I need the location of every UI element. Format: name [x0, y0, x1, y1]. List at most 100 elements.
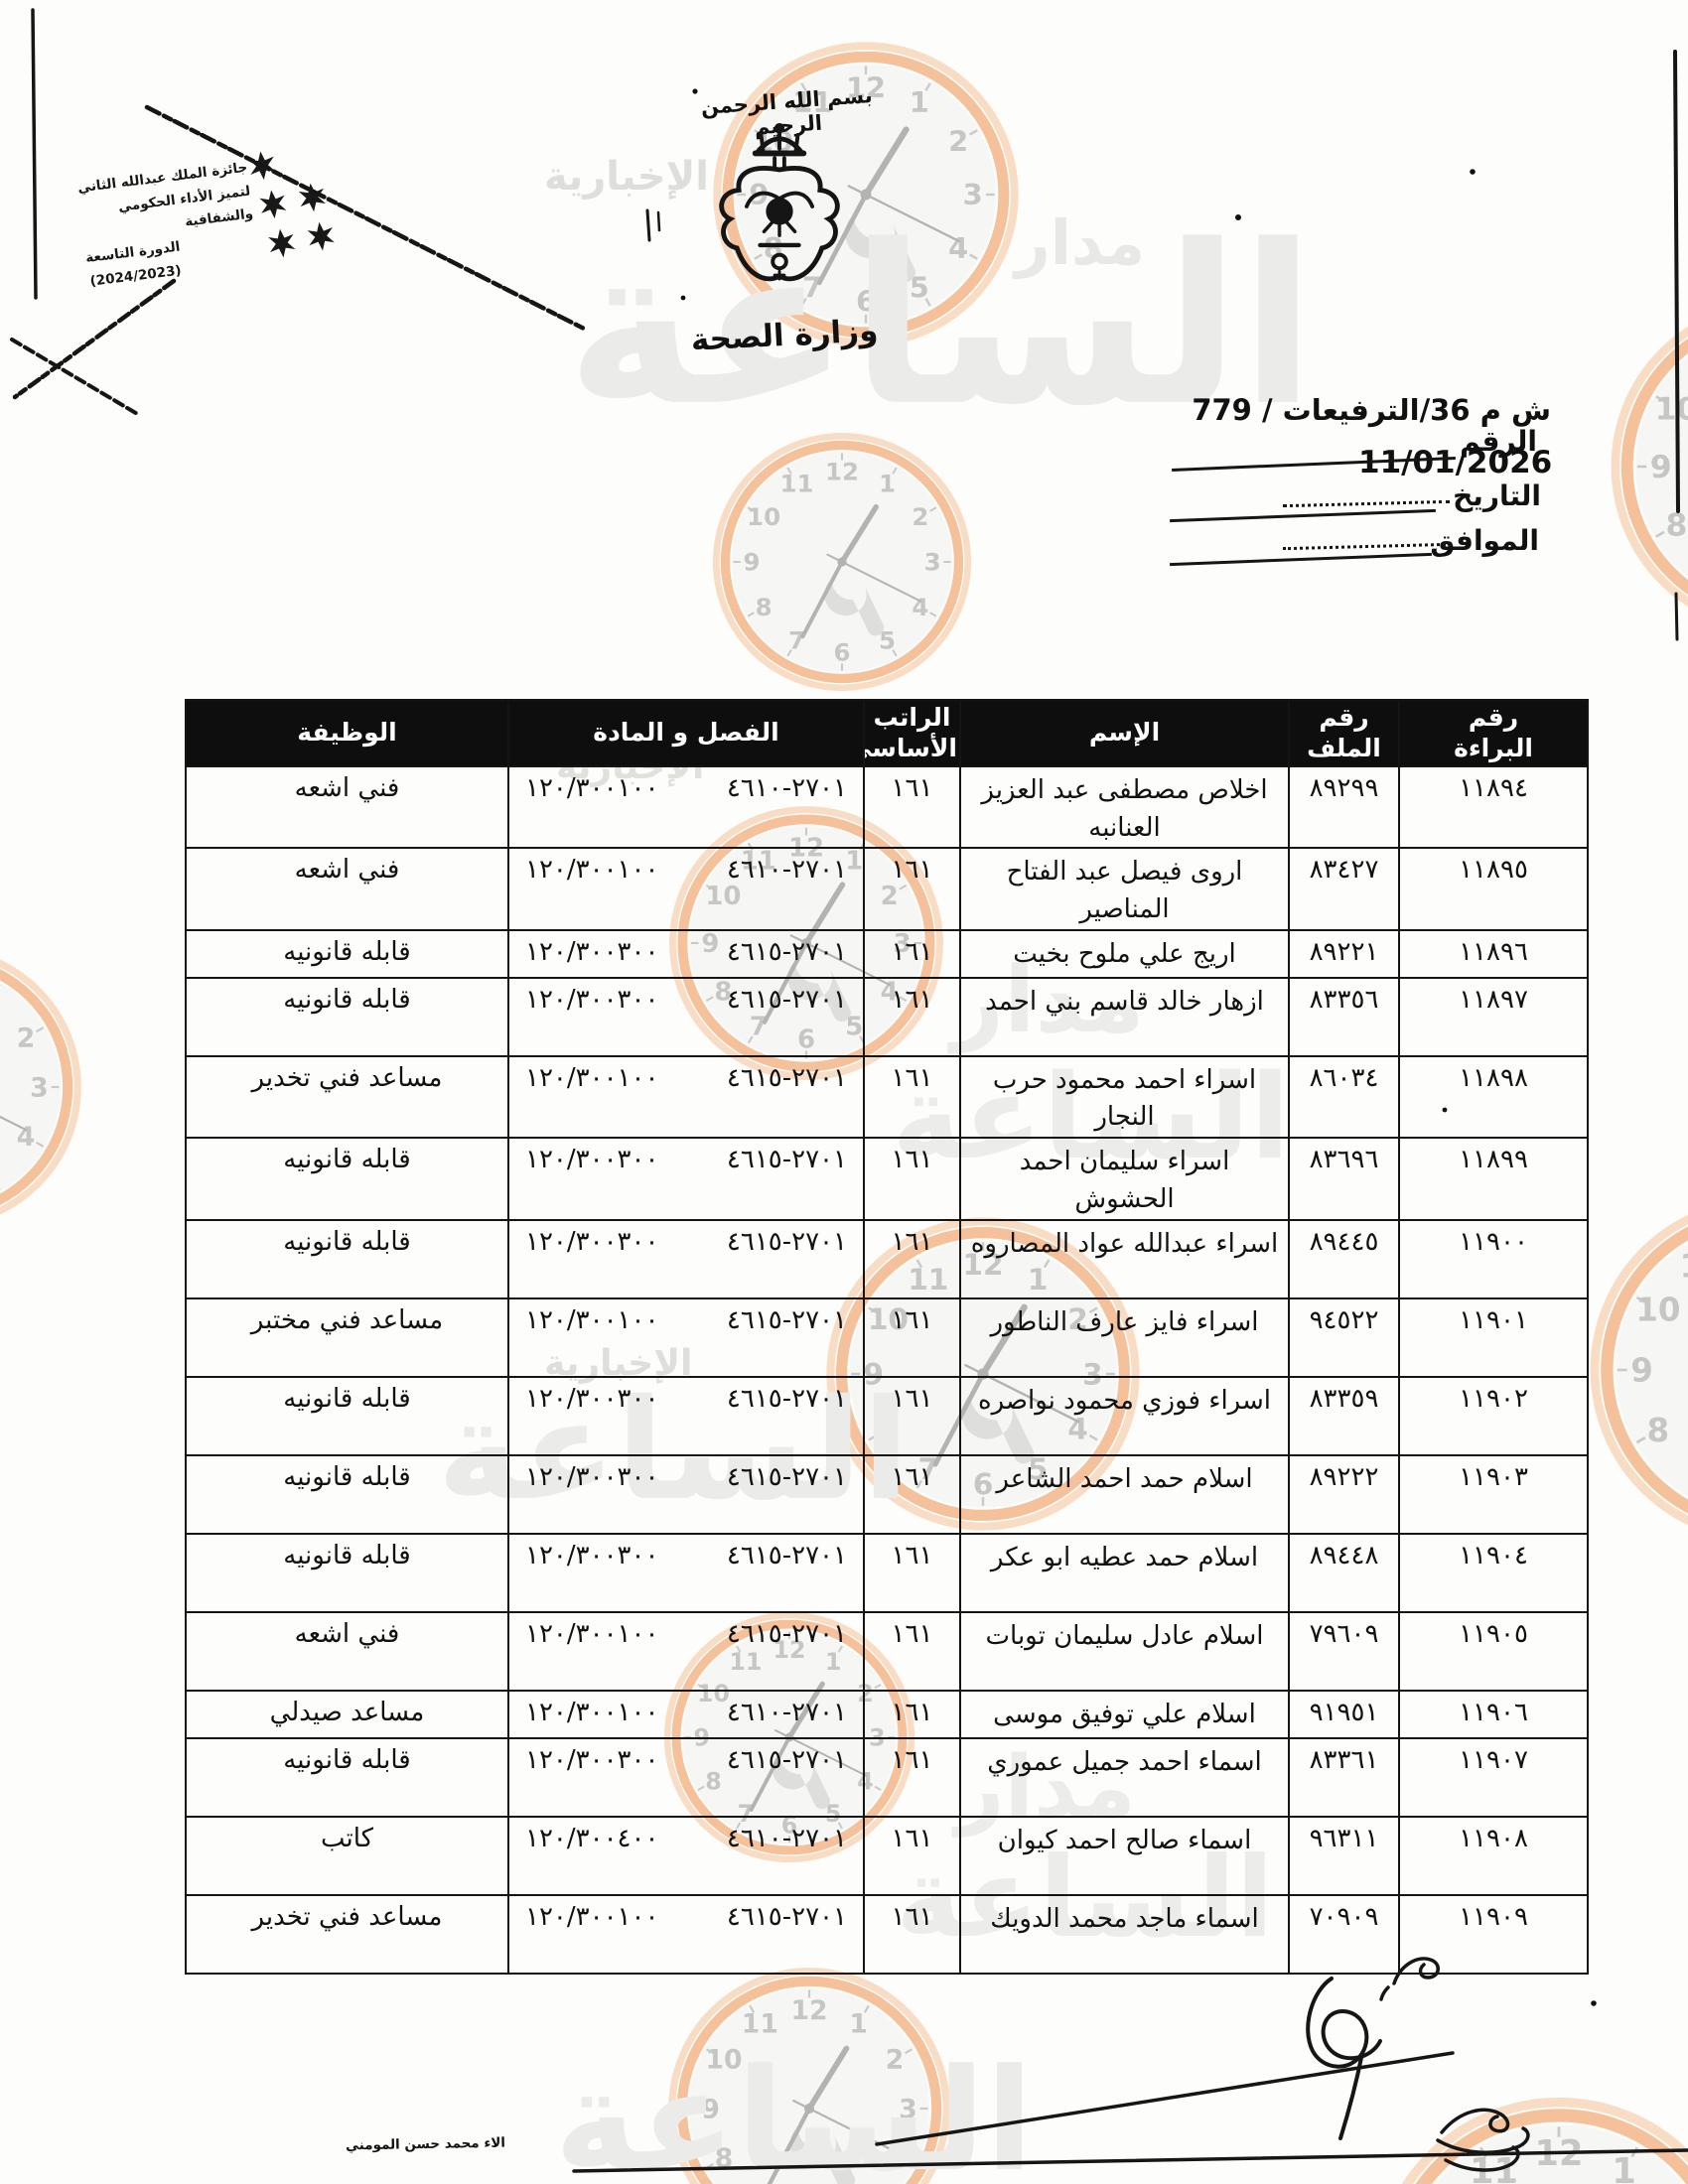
cell-cert: ١١٨٩٩: [1398, 1137, 1589, 1221]
cell-job: قابله قانونيه: [185, 1532, 509, 1613]
col-header-name: الإسم: [959, 699, 1290, 767]
stamp-star-icon: [298, 183, 326, 212]
cell-cert: ١١٨٩٤: [1398, 764, 1589, 850]
budget-code: ١٢٠/٣٠٠١٠٠: [525, 1618, 659, 1649]
cell-job: قابله قانونيه: [185, 1375, 509, 1456]
agreed-rule-line: [1170, 552, 1432, 567]
cell-salary: ١٦١: [863, 847, 961, 931]
agreed-label: الموافق: [1430, 524, 1539, 557]
cell-salary: ١٦١: [863, 1610, 961, 1692]
budget-code: ١٢٠/٣٠٠٣٠٠: [525, 1226, 659, 1257]
grade-code: ٤٦١٥-٢٧٠١: [726, 1383, 847, 1414]
cell-name: اروى فيصل عبد الفتاح المناصير: [959, 847, 1290, 931]
cell-job: قابله قانونيه: [185, 976, 509, 1057]
cell-file: ٨٣٤٢٧: [1288, 847, 1400, 931]
cell-code: ١٢٠/٣٠٠٣٠٠ ٤٦١٥-٢٧٠١: [507, 1218, 865, 1299]
cell-salary: ١٦١: [863, 1815, 961, 1896]
cell-file: ٧٠٩٠٩: [1288, 1893, 1400, 1975]
cell-file: ٨٣٦٩٦: [1288, 1137, 1400, 1221]
cell-job: مساعد فني تخدير: [185, 1893, 509, 1975]
cell-code: ١٢٠/٣٠٠١٠٠ ٤٦١٠-٢٧٠١: [507, 1689, 865, 1739]
cell-code: ١٢٠/٣٠٠٣٠٠ ٤٦١٥-٢٧٠١: [507, 1453, 865, 1535]
cell-job: مساعد فني مختبر: [185, 1297, 509, 1378]
col-header-file-number: رقم الملف: [1288, 699, 1400, 767]
cell-cert: ١١٩٠٩: [1398, 1893, 1589, 1975]
table-row: ١١٩٠٦ ٩١٩٥١ اسلام علي توفيق موسى ١٦١ ١٢٠/٣٠٠…: [185, 1689, 1589, 1739]
cell-salary: ١٦١: [863, 1893, 961, 1975]
cell-cert: ١١٩٠٦: [1398, 1689, 1589, 1739]
cell-name: اريج علي ملوح بخيت: [959, 928, 1290, 979]
grade-code: ٤٦١٥-٢٧٠١: [726, 1062, 847, 1093]
royal-crest-icon: [719, 123, 840, 282]
cell-job: قابله قانونيه: [185, 1453, 509, 1535]
cell-name: اسماء صالح احمد كيوان: [959, 1815, 1290, 1896]
table-row: ١١٩٠٥ ٧٩٦٠٩ اسلام عادل سليمان توبات ١٦١ ١٢٠/…: [185, 1610, 1589, 1692]
cell-salary: ١٦١: [863, 764, 961, 850]
cell-name: اخلاص مصطفى عبد العزيز العنانبه: [959, 764, 1290, 850]
grade-code: ٤٦١٥-٢٧٠١: [726, 936, 847, 967]
watermark-word-madar-1: مدار: [1015, 206, 1146, 279]
grade-code: ٤٦١٥-٢٧٠١: [726, 1304, 847, 1335]
table-row: ١١٩٠٧ ٨٣٣٦١ اسماء احمد جميل عموري ١٦١ ١٢٠/٣٠…: [185, 1736, 1589, 1818]
cell-job: مساعد فني تخدير: [185, 1054, 509, 1140]
cell-name: اسراء سليمان احمد الحشوش: [959, 1137, 1290, 1221]
cell-job: قابله قانونيه: [185, 1736, 509, 1818]
cell-file: ٨٩٢٩٩: [1288, 764, 1400, 850]
cell-job: فني اشعه: [185, 847, 509, 931]
grade-code: ٤٦١٠-٢٧٠١: [726, 1697, 847, 1727]
grade-code: ٤٦١٥-٢٧٠١: [726, 1618, 847, 1649]
cell-job: فني اشعه: [185, 1610, 509, 1692]
cell-name: اسراء فايز عارف الناطور: [959, 1297, 1290, 1378]
cell-file: ٨٣٣٦١: [1288, 1736, 1400, 1818]
cell-name: اسلام حمد احمد الشاعر: [959, 1453, 1290, 1535]
budget-code: ١٢٠/٣٠٠٣٠٠: [525, 936, 659, 967]
budget-code: ١٢٠/٣٠٠١٠٠: [525, 1697, 659, 1727]
budget-code: ١٢٠/٣٠٠٣٠٠: [525, 1383, 659, 1414]
cell-name: اسراء فوزي محمود نواصره: [959, 1375, 1290, 1456]
cell-name: اسراء احمد محمود حرب النجار: [959, 1054, 1290, 1140]
cell-job: مساعد صيدلي: [185, 1689, 509, 1739]
cell-name: اسلام عادل سليمان توبات: [959, 1610, 1290, 1692]
budget-code: ١٢٠/٣٠٠٣٠٠: [525, 1744, 659, 1775]
budget-code: ١٢٠/٣٠٠٣٠٠: [525, 1461, 659, 1492]
table-row: ١١٨٩٤ ٨٩٢٩٩ اخلاص مصطفى عبد العزيز العنانب…: [185, 764, 1589, 850]
table-row: ١١٨٩٨ ٨٦٠٣٤ اسراء احمد محمود حرب النجار ١٦١…: [185, 1054, 1589, 1140]
table-row: ١١٩٠٣ ٨٩٢٢٢ اسلام حمد احمد الشاعر ١٦١ ١٢٠/٣٠…: [185, 1453, 1589, 1535]
promotions-table: رقم البراءة رقم الملف الإسم الراتب الأسا…: [185, 699, 1589, 1975]
table-row: ١١٩٠٠ ٨٩٤٤٥ اسراء عبدالله عواد المصاروه ١٦١…: [185, 1218, 1589, 1299]
cell-code: ١٢٠/٣٠٠٣٠٠ ٤٦١٥-٢٧٠١: [507, 1736, 865, 1818]
cell-code: ١٢٠/٣٠٠٣٠٠ ٤٦١٥-٢٧٠١: [507, 1532, 865, 1613]
cell-job: قابله قانونيه: [185, 928, 509, 979]
table-body: ١١٨٩٤ ٨٩٢٩٩ اخلاص مصطفى عبد العزيز العنانب…: [185, 764, 1589, 1975]
date-label: التاريخ: [1453, 479, 1541, 512]
col-header-certificate-number: رقم البراءة: [1398, 699, 1589, 767]
cell-salary: ١٦١: [863, 1137, 961, 1221]
grade-code: ٤٦١٠-٢٧٠١: [726, 773, 847, 803]
budget-code: ١٢٠/٣٠٠١٠٠: [525, 1304, 659, 1335]
budget-code: ١٢٠/٣٠٠١٠٠: [525, 1062, 659, 1093]
cell-cert: ١١٩٠٠: [1398, 1218, 1589, 1299]
cell-code: ١٢٠/٣٠٠١٠٠ ٤٦١٥-٢٧٠١: [507, 1054, 865, 1140]
cell-file: ٨٩٢٢٢: [1288, 1453, 1400, 1535]
grade-code: ٤٦١٥-٢٧٠١: [726, 1744, 847, 1775]
budget-code: ١٢٠/٣٠٠٣٠٠: [525, 1540, 659, 1570]
cell-salary: ١٦١: [863, 928, 961, 979]
cell-cert: ١١٩٠٤: [1398, 1532, 1589, 1613]
cell-salary: ١٦١: [863, 1453, 961, 1535]
cell-file: ٨٩٤٤٨: [1288, 1532, 1400, 1613]
date-rule-line: [1170, 508, 1436, 523]
date-value: 11/01/2026: [1358, 445, 1553, 480]
grade-code: ٤٦١٥-٢٧٠١: [726, 1461, 847, 1492]
cell-code: ١٢٠/٣٠٠٤٠٠ ٤٦١٠-٢٧٠١: [507, 1815, 865, 1896]
budget-code: ١٢٠/٣٠٠٤٠٠: [525, 1823, 659, 1853]
cell-code: ١٢٠/٣٠٠١٠٠ ٤٦١٥-٢٧٠١: [507, 1610, 865, 1692]
table-row: ١١٩٠٤ ٨٩٤٤٨ اسلام حمد عطيه ابو عكر ١٦١ ١٢٠/٣…: [185, 1532, 1589, 1613]
cell-salary: ١٦١: [863, 1297, 961, 1378]
number-label: الرقم: [1460, 425, 1537, 458]
budget-code: ١٢٠/٣٠٠١٠٠: [525, 1901, 659, 1932]
cell-code: ١٢٠/٣٠٠٣٠٠ ٤٦١٥-٢٧٠١: [507, 976, 865, 1057]
cell-job: كاتب: [185, 1815, 509, 1896]
grade-code: ٤٦١٥-٢٧٠١: [726, 1226, 847, 1257]
cell-cert: ١١٨٩٥: [1398, 847, 1589, 931]
